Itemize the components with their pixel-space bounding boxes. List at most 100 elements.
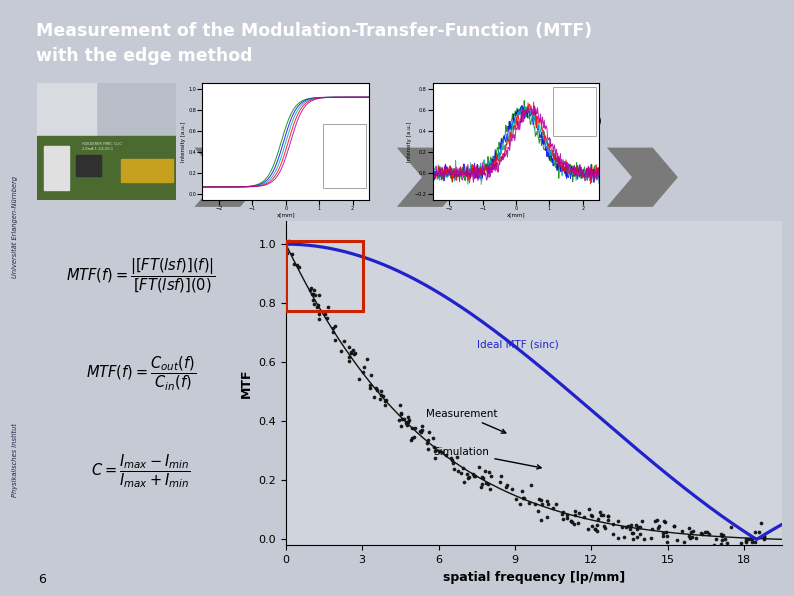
Point bbox=[405, 436, 418, 445]
Point bbox=[716, 530, 729, 540]
Point bbox=[671, 536, 684, 545]
Point bbox=[534, 496, 547, 505]
Point bbox=[479, 467, 491, 476]
Point bbox=[313, 314, 326, 324]
Point bbox=[361, 354, 374, 364]
Point bbox=[746, 534, 758, 544]
Point bbox=[312, 300, 325, 309]
Point bbox=[602, 515, 615, 524]
Point bbox=[368, 392, 380, 402]
Point bbox=[288, 259, 301, 269]
Point bbox=[327, 324, 340, 333]
Point bbox=[446, 458, 459, 468]
Text: 6: 6 bbox=[38, 573, 46, 586]
Point bbox=[701, 527, 714, 536]
Bar bbox=[322, 124, 366, 188]
Bar bbox=[37, 83, 95, 141]
Point bbox=[568, 519, 580, 529]
Point bbox=[696, 530, 708, 539]
Text: $MTF(f) = \dfrac{C_{out}(f)}{C_{in}(f)}$: $MTF(f) = \dfrac{C_{out}(f)}{C_{in}(f)}$ bbox=[86, 354, 196, 392]
Point bbox=[322, 303, 334, 312]
Point bbox=[710, 535, 723, 544]
Point bbox=[401, 417, 414, 427]
Point bbox=[462, 474, 475, 483]
Point bbox=[279, 237, 292, 246]
Point bbox=[565, 517, 577, 526]
Point bbox=[371, 386, 384, 395]
Point bbox=[440, 451, 453, 460]
Y-axis label: MTF: MTF bbox=[240, 368, 252, 398]
X-axis label: spatial frequency [lp/mm]: spatial frequency [lp/mm] bbox=[443, 570, 625, 583]
Point bbox=[318, 310, 331, 319]
Point bbox=[644, 533, 657, 543]
Point bbox=[395, 409, 407, 418]
Text: Universität Erlangen-Nürnberg: Universität Erlangen-Nürnberg bbox=[12, 176, 18, 278]
Point bbox=[364, 383, 377, 393]
Point bbox=[484, 484, 497, 493]
Point bbox=[734, 538, 747, 548]
Point bbox=[446, 455, 459, 464]
Point bbox=[506, 485, 518, 494]
Point bbox=[523, 498, 536, 508]
Point bbox=[594, 507, 607, 517]
Point bbox=[310, 302, 323, 312]
Point bbox=[761, 543, 773, 552]
Point bbox=[657, 516, 670, 526]
Text: $C = \dfrac{I_{max} - I_{min}}{I_{max} + I_{min}}$: $C = \dfrac{I_{max} - I_{min}}{I_{max} +… bbox=[91, 452, 191, 489]
Point bbox=[535, 499, 548, 508]
Point bbox=[684, 533, 697, 543]
Point bbox=[584, 510, 597, 519]
Point bbox=[518, 493, 530, 502]
Point bbox=[364, 380, 376, 390]
Point bbox=[561, 513, 573, 523]
Point bbox=[715, 539, 728, 548]
Point bbox=[676, 527, 688, 536]
Point bbox=[283, 238, 295, 248]
Point bbox=[630, 532, 643, 541]
Text: Physikalisches Institut: Physikalisches Institut bbox=[12, 423, 18, 497]
Point bbox=[634, 523, 647, 532]
Point bbox=[342, 342, 355, 352]
Point bbox=[621, 522, 634, 531]
Point bbox=[659, 517, 672, 527]
Point bbox=[337, 336, 350, 346]
Point bbox=[517, 493, 530, 502]
Bar bbox=[44, 146, 69, 190]
Point bbox=[703, 529, 715, 539]
Point bbox=[327, 327, 340, 337]
Point bbox=[308, 299, 321, 309]
Point bbox=[550, 499, 563, 509]
Point bbox=[306, 296, 319, 305]
Point bbox=[321, 313, 333, 322]
Point bbox=[649, 516, 661, 526]
Text: Measurement: Measurement bbox=[426, 409, 506, 433]
Point bbox=[475, 482, 488, 491]
Polygon shape bbox=[195, 148, 265, 207]
Polygon shape bbox=[397, 148, 468, 207]
Text: Measurement of the Modulation-Transfer-Function (MTF)
with the edge method: Measurement of the Modulation-Transfer-F… bbox=[36, 22, 592, 66]
Point bbox=[586, 511, 599, 520]
Point bbox=[468, 471, 480, 481]
Point bbox=[349, 349, 361, 358]
Point bbox=[719, 535, 731, 544]
Text: Line spread function (lsf): Line spread function (lsf) bbox=[459, 116, 602, 126]
Point bbox=[758, 534, 771, 544]
Point bbox=[707, 541, 720, 550]
Point bbox=[720, 538, 733, 548]
Point bbox=[401, 421, 414, 430]
Point bbox=[602, 511, 615, 521]
Point bbox=[566, 517, 579, 527]
Point bbox=[646, 524, 658, 533]
Point bbox=[494, 477, 507, 486]
Point bbox=[458, 477, 471, 486]
Point bbox=[422, 435, 434, 445]
Point bbox=[291, 260, 303, 269]
Point bbox=[739, 536, 752, 545]
Point bbox=[755, 519, 768, 528]
Point bbox=[596, 510, 609, 520]
Point bbox=[414, 427, 427, 437]
Bar bbox=[553, 87, 596, 136]
Point bbox=[313, 290, 326, 300]
Point bbox=[451, 452, 464, 461]
Point bbox=[510, 494, 522, 504]
